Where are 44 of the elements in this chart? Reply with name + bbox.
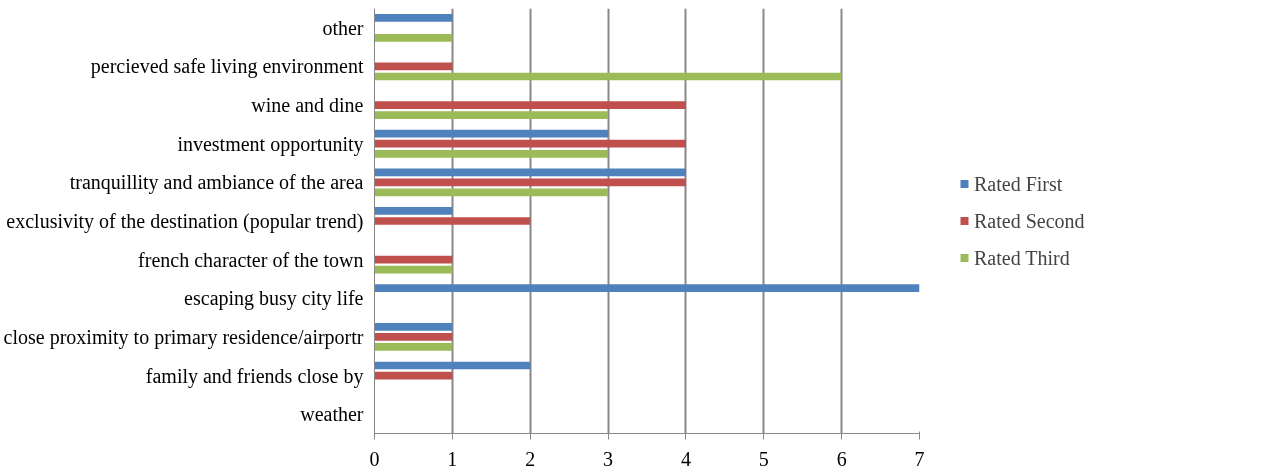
y-tick-label: family and friends close by [145, 364, 364, 388]
legend-label: Rated Third [974, 246, 1070, 269]
bar [374, 207, 453, 215]
x-tick-label: 5 [758, 447, 769, 470]
bar [374, 168, 686, 177]
bar [374, 34, 453, 42]
bar [374, 149, 609, 158]
y-tick-label: wine and dine [251, 94, 364, 117]
y-tick-label: investment opportunity [177, 132, 364, 156]
legend-label: Rated First [974, 172, 1063, 195]
y-tick-label: tranquillity and ambiance of the area [69, 171, 364, 195]
bar [374, 361, 531, 370]
bar [374, 178, 686, 187]
bar [374, 371, 453, 380]
x-tick-label: 6 [836, 447, 847, 470]
y-tick-label: french character of the town [138, 248, 364, 271]
x-tick-label: 1 [447, 447, 458, 470]
bar [374, 284, 920, 293]
bar [374, 188, 609, 197]
bar [374, 111, 609, 119]
bar [374, 139, 686, 148]
bar [374, 62, 453, 71]
x-tick-label: 4 [680, 447, 691, 470]
bar [374, 13, 453, 22]
bar [374, 129, 609, 138]
legend-label: Rated Second [974, 209, 1085, 232]
x-tick-label: 2 [525, 447, 536, 470]
y-tick-label: close proximity to primary residence/airportr [3, 325, 364, 349]
y-tick-label: other [322, 16, 364, 39]
bar [374, 255, 453, 264]
bar [374, 343, 453, 351]
bar [374, 323, 453, 331]
x-tick-label: 0 [369, 447, 380, 470]
y-tick-label: escaping busy city life [184, 287, 364, 311]
bar [374, 72, 842, 81]
y-tick-label: exclusivity of the destination (popular trend) [6, 210, 364, 233]
bar [374, 265, 453, 274]
bar [374, 217, 531, 225]
bar [374, 333, 453, 341]
y-tick-label: percieved safe living environment [90, 55, 364, 79]
y-tick-label: weather [300, 403, 364, 426]
bar [374, 101, 686, 109]
x-tick-label: 3 [603, 447, 614, 470]
x-tick-label: 7 [914, 447, 925, 470]
